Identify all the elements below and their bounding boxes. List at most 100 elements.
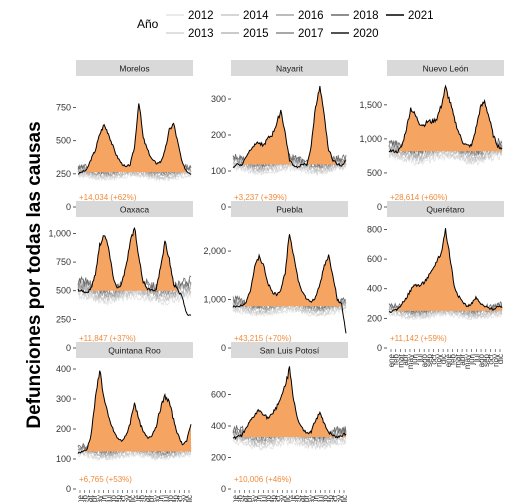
series-2013 <box>77 170 192 181</box>
x-tick-label: abr <box>302 495 311 502</box>
x-tick-label: sep <box>326 494 335 502</box>
x-tick-label: nov <box>335 495 344 502</box>
panel-title: Quintana Roo <box>108 346 161 356</box>
x-tick-label: sep <box>425 353 434 366</box>
panel-title: Querétaro <box>426 205 465 215</box>
panel-san-luis-potosí: San Luis Potosí 0 200 400 600 +10,006 (+46%) <box>211 342 348 494</box>
x-tick-label: jun <box>312 495 321 502</box>
excess-annotation: +3,237 (+39%) <box>234 193 287 202</box>
x-tick-label: oct <box>331 494 340 502</box>
y-tick-label: 500 <box>56 136 71 146</box>
panel-strip <box>76 201 193 217</box>
legend-item-2021: 2021 <box>386 10 434 22</box>
x-tick-label: feb <box>392 353 401 365</box>
x-tick-label: abr <box>147 495 156 502</box>
y-tick-label: 200 <box>367 313 382 323</box>
panel-title: Nuevo León <box>423 64 469 74</box>
x-tick-label: oct <box>430 353 439 364</box>
x-tick-label: dic <box>340 495 349 502</box>
x-tick-label: abr <box>245 495 254 502</box>
series-2013 <box>232 162 347 175</box>
y-tick-label: 100 <box>211 166 226 176</box>
x-tick-label: feb <box>236 494 245 502</box>
x-tick-label: sep <box>482 353 491 366</box>
y-tick-label: 500 <box>56 286 71 296</box>
legend-label: 2013 <box>188 28 214 40</box>
series-2015 <box>77 445 192 459</box>
panel-title: Puebla <box>276 205 303 215</box>
y-tick-label: 600 <box>211 390 226 400</box>
y-tick-label: 800 <box>367 224 382 234</box>
panel-strip <box>387 60 504 76</box>
legend-item-2013: 2013 <box>166 28 214 40</box>
x-tick-label: may <box>406 354 415 369</box>
x-tick-label: jun <box>255 495 264 502</box>
x-tick-label: dic <box>128 495 137 502</box>
x-tick-label: sep <box>114 494 123 502</box>
x-tick-label: may <box>307 495 316 502</box>
y-tick-label: 600 <box>367 254 382 264</box>
series-2020-2021 <box>77 103 192 175</box>
x-tick-label: oct <box>274 494 283 502</box>
x-tick-label: dic <box>496 354 505 364</box>
legend-label: 2021 <box>408 10 434 22</box>
y-tick-label: 400 <box>367 284 382 294</box>
x-tick-label: jun <box>411 354 420 366</box>
x-tick-label: nov <box>434 354 443 367</box>
panel-strip <box>231 342 348 358</box>
y-tick-label: 300 <box>56 394 71 404</box>
panel-title: Oaxaca <box>120 205 150 215</box>
x-tick-label: nov <box>123 495 132 502</box>
y-tick-label: 0 <box>377 202 382 212</box>
legend-item-2018: 2018 <box>331 10 379 22</box>
x-tick-label: oct <box>119 494 128 502</box>
series-2020-2021 <box>388 228 503 314</box>
legend-label: 2018 <box>353 10 379 22</box>
x-tick-label: oct <box>487 353 496 364</box>
x-tick-label: jul <box>104 495 113 502</box>
excess-area <box>233 234 346 307</box>
x-tick-label: jun <box>157 495 166 502</box>
series-2020-2021 <box>232 234 347 334</box>
series-2020-2021 <box>232 366 347 440</box>
x-tick-label: ene <box>387 353 396 367</box>
y-tick-label: 0 <box>221 484 226 494</box>
legend-label: 2020 <box>353 28 379 40</box>
legend-label: 2012 <box>188 10 214 22</box>
y-tick-label: 200 <box>211 130 226 140</box>
x-tick-label: feb <box>138 494 147 502</box>
y-tick-label: 0 <box>221 202 226 212</box>
panel-strip <box>76 60 193 76</box>
excess-area <box>78 228 191 291</box>
x-tick-label: nov <box>278 495 287 502</box>
x-tick-label: abr <box>401 354 410 366</box>
legend: Año 2012 2013 2014 2015 2016 2017 2018 2020 2021 <box>137 10 434 40</box>
legend-label: 2017 <box>298 28 324 40</box>
excess-area <box>233 366 346 437</box>
excess-annotation: +11,847 (+37%) <box>79 334 136 343</box>
facet-panels: Morelos 0 250 500 750 +14,034 (+62%) Nayarit 0 1… <box>48 60 505 502</box>
y-tick-label: 0 <box>66 484 71 494</box>
excess-annotation: +28,614 (+60%) <box>390 193 448 202</box>
x-tick-label: mar <box>297 495 306 502</box>
legend-item-2017: 2017 <box>276 28 324 40</box>
legend-item-2020: 2020 <box>331 28 379 40</box>
x-tick-label: jul <box>259 495 268 502</box>
series-2020-2021 <box>388 84 503 154</box>
y-tick-label: 100 <box>56 454 71 464</box>
legend-label: 2015 <box>243 28 269 40</box>
x-tick-label: ene <box>133 494 142 502</box>
x-tick-label: dic <box>185 495 194 502</box>
series-2020-2021 <box>77 370 192 454</box>
legend-item-2015: 2015 <box>221 28 269 40</box>
y-tick-label: 0 <box>221 343 226 353</box>
excess-annotation: +6,765 (+53%) <box>79 475 132 484</box>
x-tick-label: feb <box>449 353 458 365</box>
y-tick-label: 0 <box>377 343 382 353</box>
x-tick-label: ene <box>288 494 297 502</box>
x-axis-6: enefebmarabrmayjunjulagosepoctnovdicenef… <box>76 490 194 502</box>
panel-quintana-roo: Quintana Roo 0 100 200 300 400 +6,765 (+53%) <box>56 342 193 494</box>
y-tick-label: 400 <box>56 364 71 374</box>
y-tick-label: 0 <box>66 202 71 212</box>
x-axis-7: enefebmarabrmayjunjulagosepoctnovdicenef… <box>231 490 349 502</box>
